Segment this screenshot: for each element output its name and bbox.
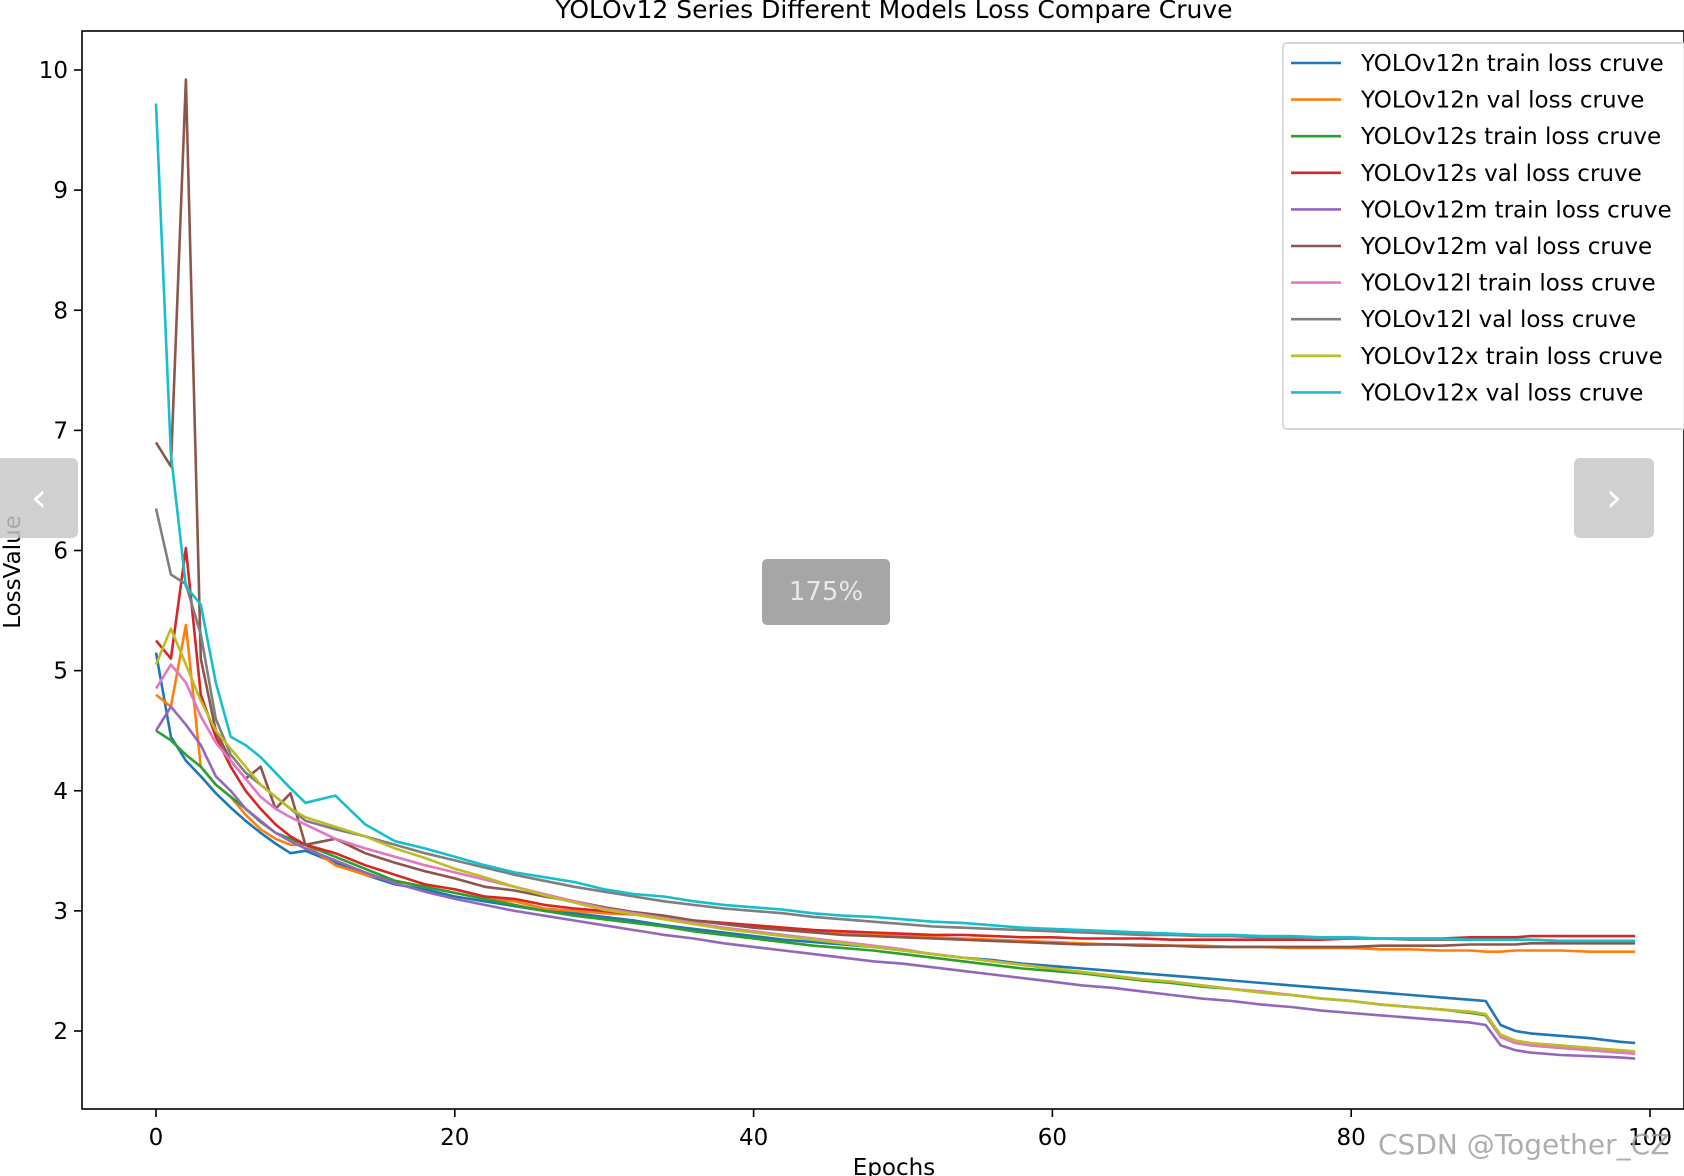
y-tick-label: 5 (53, 659, 68, 685)
legend-label: YOLOv12s val loss cruve (1360, 161, 1642, 187)
x-tick-label: 20 (440, 1125, 469, 1151)
y-tick-label: 10 (39, 58, 68, 84)
y-tick-label: 6 (53, 539, 68, 565)
y-tick-label: 4 (53, 779, 68, 805)
series-layer (154, 78, 1636, 1060)
series-line-10 (154, 103, 1636, 943)
series-line-2 (155, 623, 1636, 954)
x-tick-label: 0 (149, 1125, 164, 1151)
y-tick-label: 8 (53, 298, 68, 324)
chart-title: YOLOv12 Series Different Models Loss Com… (554, 0, 1232, 24)
y-tick-label: 7 (53, 418, 68, 444)
y-tick-label: 2 (53, 1019, 68, 1045)
y-tick-label: 9 (53, 178, 68, 204)
legend-label: YOLOv12l val loss cruve (1360, 307, 1636, 333)
series-line-5 (154, 705, 1636, 1060)
series-line-6 (154, 78, 1636, 949)
x-tick-label: 60 (1038, 1125, 1067, 1151)
legend-label: YOLOv12l train loss cruve (1360, 271, 1656, 297)
series-line-3 (155, 729, 1636, 1054)
chevron-left-icon: ‹ (31, 475, 47, 521)
legend-label: YOLOv12m train loss cruve (1360, 197, 1672, 223)
chevron-right-icon: › (1606, 475, 1622, 521)
legend-label: YOLOv12x val loss cruve (1360, 380, 1643, 406)
y-tick-label: 3 (53, 899, 68, 925)
y-ticks: 2 3 4 5 6 7 8 9 10 (39, 58, 82, 1045)
x-axis-label: Epochs (853, 1155, 935, 1176)
watermark: CSDN @Together_CZ (1378, 1128, 1670, 1161)
legend-label: YOLOv12m val loss cruve (1360, 234, 1652, 260)
legend: YOLOv12n train loss cruve YOLOv12n val lo… (1282, 42, 1684, 430)
legend-label: YOLOv12x train loss cruve (1360, 344, 1663, 370)
previous-image-button[interactable]: ‹ (0, 458, 78, 538)
legend-label: YOLOv12s train loss cruve (1360, 124, 1661, 150)
legend-label: YOLOv12n train loss cruve (1360, 51, 1664, 77)
next-image-button[interactable]: › (1574, 458, 1654, 538)
axes-frame (81, 30, 1684, 1110)
x-tick-label: 100 (1628, 1125, 1672, 1151)
series-line-9 (154, 627, 1636, 1053)
series-line-4 (154, 546, 1636, 942)
series-line-1 (154, 652, 1636, 1045)
legend-box (1282, 42, 1684, 430)
legend-label: YOLOv12n val loss cruve (1360, 88, 1644, 114)
x-ticks: 0 20 40 60 80 100 (149, 1109, 1672, 1151)
x-tick-label: 40 (739, 1125, 768, 1151)
zoom-level-badge: 175% (762, 559, 890, 625)
x-tick-label: 80 (1337, 1125, 1366, 1151)
